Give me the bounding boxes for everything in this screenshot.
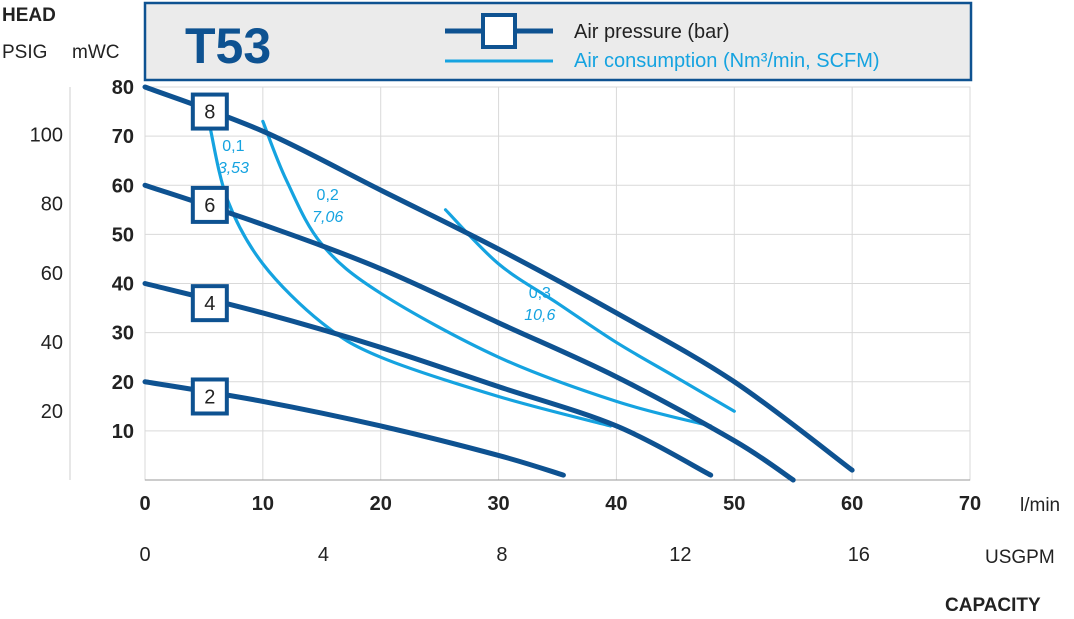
pressure-label: 6	[204, 195, 215, 217]
air-consumption-curve	[261, 119, 713, 428]
x-tick-lmin: 20	[370, 493, 392, 515]
x-tick-lmin: 40	[605, 493, 627, 515]
legend-box	[143, 1, 973, 82]
x-unit-usgpm: USGPM	[985, 547, 1055, 568]
air-consumption-curve	[443, 208, 736, 413]
y-tick-psig: 100	[30, 125, 63, 147]
y-unit-mwc: mWC	[72, 42, 119, 63]
x-unit-lmin: l/min	[1020, 495, 1060, 516]
x-tick-usgpm: 16	[848, 544, 870, 566]
pressure-label: 2	[204, 386, 215, 408]
pressure-label-box	[190, 377, 229, 416]
x-tick-usgpm: 4	[318, 544, 329, 566]
x-tick-usgpm: 8	[496, 544, 507, 566]
pressure-label-box	[190, 185, 229, 224]
pressure-label: 4	[204, 293, 215, 315]
x-tick-lmin: 50	[723, 493, 745, 515]
x-tick-usgpm: 0	[139, 544, 150, 566]
air-pressure-curve	[142, 84, 855, 473]
y-tick-psig: 20	[41, 401, 63, 423]
x-tick-usgpm: 12	[669, 544, 691, 566]
y-tick-psig: 80	[41, 194, 63, 216]
pressure-label-box	[190, 284, 229, 323]
y-tick-psig: 40	[41, 332, 63, 354]
air-consumption-scfm-label: 10,6	[524, 307, 555, 324]
x-tick-lmin: 60	[841, 493, 863, 515]
air-pressure-curve	[142, 182, 796, 483]
y-tick-mwc: 40	[112, 274, 134, 296]
pressure-label-box	[190, 92, 229, 131]
air-consumption-label: 0,3	[529, 285, 551, 302]
x-axis-header: CAPACITY	[945, 595, 1041, 616]
x-tick-lmin: 0	[139, 493, 150, 515]
pressure-label: 8	[204, 102, 215, 124]
x-tick-lmin: 70	[959, 493, 981, 515]
air-consumption-label: 0,1	[222, 138, 244, 155]
legend-item-air: Air consumption (Nm³/min, SCFM)	[445, 50, 880, 72]
legend-air-label: Air consumption (Nm³/min, SCFM)	[574, 50, 880, 72]
y-tick-mwc: 60	[112, 175, 134, 197]
air-pressure-curves: 8 6 4 2	[142, 84, 855, 483]
legend-pressure-label: Air pressure (bar)	[574, 21, 730, 43]
grid	[145, 86, 970, 480]
chart-title: T53	[185, 18, 271, 74]
legend-pressure-marker	[481, 13, 517, 49]
x-tick-lmin: 30	[487, 493, 509, 515]
air-consumption-scfm-label: 7,06	[312, 209, 343, 226]
air-consumption-scfm-label: 3,53	[218, 160, 249, 177]
y-tick-psig: 60	[41, 263, 63, 285]
y-tick-mwc: 70	[112, 126, 134, 148]
y-tick-mwc: 20	[112, 372, 134, 394]
air-pressure-curve	[142, 281, 714, 478]
y-tick-mwc: 10	[112, 421, 134, 443]
y-unit-psig: PSIG	[2, 42, 47, 63]
y-tick-mwc: 50	[112, 224, 134, 246]
air-consumption-label: 0,2	[317, 187, 339, 204]
y-tick-mwc: 30	[112, 323, 134, 345]
x-tick-lmin: 10	[252, 493, 274, 515]
y-tick-mwc: 80	[112, 77, 134, 99]
legend-item-pressure: Air pressure (bar)	[445, 13, 730, 49]
y-axis-header: HEAD	[2, 5, 56, 26]
